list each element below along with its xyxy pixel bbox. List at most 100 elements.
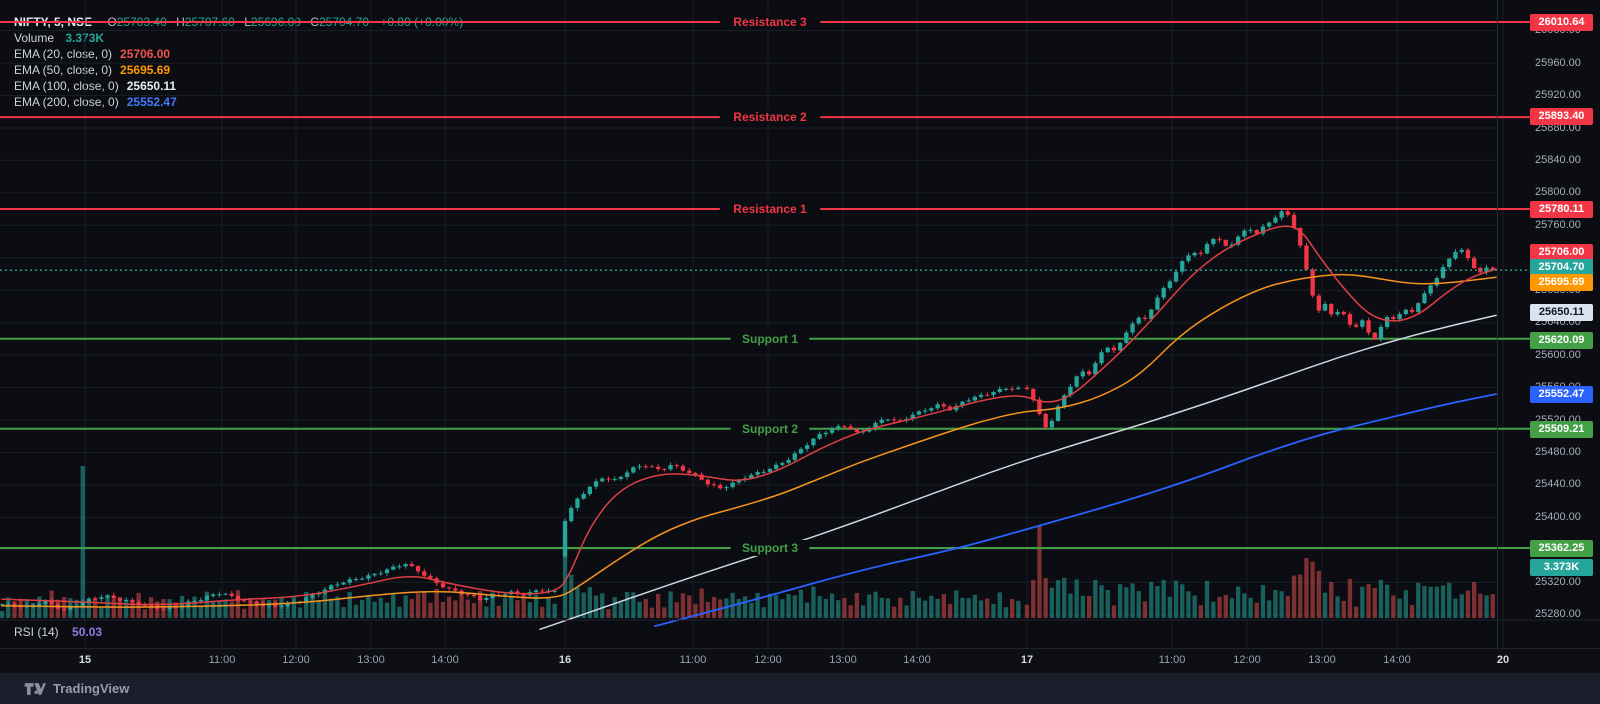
candle bbox=[1422, 293, 1427, 304]
volume-bar bbox=[55, 599, 60, 618]
candle bbox=[459, 590, 464, 595]
candle bbox=[649, 466, 655, 468]
volume-bar bbox=[384, 602, 390, 618]
volume-bar bbox=[391, 592, 396, 618]
volume-bar bbox=[1062, 577, 1067, 618]
candle bbox=[1031, 389, 1036, 400]
price-axis[interactable]: 25280.0025320.0025360.0025400.0025440.00… bbox=[1497, 0, 1600, 648]
candle bbox=[935, 404, 940, 409]
volume-bar bbox=[49, 590, 54, 618]
candle bbox=[991, 392, 996, 395]
volume-bar bbox=[755, 592, 760, 618]
volume-bar bbox=[99, 607, 104, 618]
volume-bar bbox=[546, 598, 551, 618]
volume-bar bbox=[440, 601, 446, 618]
candle bbox=[1167, 281, 1172, 288]
tradingview-brand[interactable]: TradingView bbox=[24, 681, 129, 696]
ema-200-line bbox=[654, 393, 1497, 627]
candle bbox=[606, 478, 611, 480]
candle bbox=[774, 464, 779, 469]
candle bbox=[142, 605, 147, 606]
candle bbox=[581, 493, 586, 499]
candle bbox=[705, 479, 710, 485]
price-badge: 3.373K bbox=[1530, 558, 1593, 576]
symbol-title[interactable]: NIFTY, 5, NSE bbox=[14, 15, 93, 29]
candle bbox=[478, 596, 483, 600]
volume-bar bbox=[1229, 598, 1235, 618]
candle bbox=[929, 408, 934, 411]
volume-bar bbox=[978, 600, 984, 618]
candle bbox=[829, 428, 835, 433]
candle bbox=[569, 508, 574, 521]
symbol-row[interactable]: NIFTY, 5, NSE O25703.40 H25707.60 L25696… bbox=[14, 14, 463, 30]
volume-bar bbox=[960, 597, 965, 618]
candle bbox=[1248, 230, 1253, 232]
ema-legend-row-50[interactable]: EMA (50, close, 0) 25695.69 bbox=[14, 62, 463, 78]
volume-bar bbox=[668, 591, 673, 618]
volume-bar bbox=[1055, 580, 1061, 618]
volume-bar bbox=[1472, 582, 1477, 618]
volume-bar bbox=[929, 595, 934, 618]
candle bbox=[434, 578, 439, 584]
volume-bar bbox=[1440, 585, 1446, 618]
volume-bar bbox=[372, 601, 377, 618]
candle bbox=[662, 468, 667, 470]
candle bbox=[612, 479, 617, 480]
price-badge: 25695.69 bbox=[1530, 273, 1593, 291]
candle bbox=[1490, 267, 1495, 271]
candle bbox=[1322, 304, 1328, 311]
rsi-indicator-row[interactable]: RSI (14) 50.03 bbox=[14, 625, 102, 639]
candle bbox=[235, 596, 241, 601]
candle bbox=[836, 426, 841, 429]
ema-legend-row-100[interactable]: EMA (100, close, 0) 25650.11 bbox=[14, 78, 463, 94]
volume-bar bbox=[74, 599, 79, 618]
candle bbox=[1478, 268, 1483, 273]
volume-bar bbox=[291, 596, 296, 618]
volume-bar bbox=[242, 608, 247, 618]
time-tick-label: 11:00 bbox=[1158, 654, 1186, 666]
candle bbox=[718, 485, 723, 489]
candle bbox=[211, 594, 216, 597]
candle bbox=[1372, 332, 1377, 340]
candle bbox=[415, 566, 421, 572]
volume-bar bbox=[649, 607, 655, 618]
ema-legend-row-200[interactable]: EMA (200, close, 0) 25552.47 bbox=[14, 94, 463, 110]
volume-bar bbox=[260, 598, 265, 618]
volume-bar bbox=[1223, 594, 1228, 618]
volume-bar bbox=[742, 596, 748, 618]
time-axis[interactable]: 15 11:00 12:00 13:00 14:00 16 11:00 12:00 13:00 1… bbox=[0, 648, 1600, 673]
volume-bar bbox=[1285, 595, 1290, 618]
ema-label: EMA (50, close, 0) bbox=[14, 63, 113, 77]
candle bbox=[310, 594, 315, 598]
candle bbox=[1391, 317, 1396, 319]
volume-bar bbox=[662, 607, 667, 618]
volume-bar bbox=[612, 597, 617, 618]
candle bbox=[1149, 309, 1154, 319]
volume-row[interactable]: Volume 3.373K bbox=[14, 30, 463, 46]
volume-bar bbox=[656, 594, 661, 618]
candle bbox=[546, 590, 551, 592]
volume-bar bbox=[124, 599, 129, 618]
candle bbox=[1298, 228, 1303, 246]
candle bbox=[680, 465, 686, 471]
volume-bar bbox=[625, 592, 630, 618]
time-tick-label: 12:00 bbox=[754, 654, 782, 666]
candle bbox=[848, 426, 853, 430]
candle bbox=[780, 462, 785, 465]
volume-bar bbox=[1010, 599, 1015, 618]
candle bbox=[198, 600, 203, 602]
volume-bar bbox=[966, 598, 971, 618]
candle bbox=[1440, 267, 1446, 278]
candle bbox=[823, 432, 828, 435]
candle bbox=[447, 587, 452, 589]
volume-bar bbox=[1105, 590, 1110, 618]
level-label: Support 2 bbox=[742, 422, 798, 436]
candle bbox=[985, 394, 990, 396]
candle bbox=[1062, 395, 1067, 407]
volume-bar bbox=[186, 600, 191, 618]
ema-legend-row-20[interactable]: EMA (20, close, 0) 25706.00 bbox=[14, 46, 463, 62]
volume-bar bbox=[854, 593, 859, 618]
volume-bar bbox=[18, 598, 23, 618]
volume-bar bbox=[43, 602, 48, 618]
volume-bar bbox=[1490, 594, 1495, 618]
